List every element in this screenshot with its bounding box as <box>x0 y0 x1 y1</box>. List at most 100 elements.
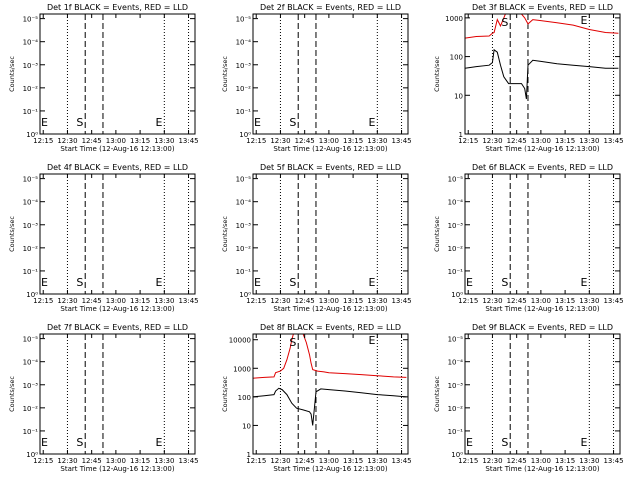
plot-frame <box>464 333 621 455</box>
y-tick-label: 10 <box>454 92 463 100</box>
y-tick-label: 10⁰ <box>239 131 251 139</box>
x-tick-label: 12:15 <box>246 297 266 305</box>
detector-panel: Det 1f BLACK = Events, RED = LLD 12:15 12:… <box>8 3 199 153</box>
y-tick-label: 10⁻³ <box>236 222 252 230</box>
x-tick-label: 13:15 <box>343 137 363 145</box>
detector-panel: Det 6f BLACK = Events, RED = LLD 12:15 12:… <box>433 163 624 313</box>
y-tick-label: 10⁻⁵ <box>23 16 39 24</box>
x-tick-label: 12:45 <box>295 457 315 465</box>
x-tick-label: 13:45 <box>603 297 623 305</box>
y-tick-label: 10⁻² <box>23 245 39 253</box>
y-tick-label: 10⁻⁴ <box>236 39 252 47</box>
x-tick-label: 13:45 <box>603 137 623 145</box>
x-tick-label: 13:00 <box>531 297 551 305</box>
y-tick-label: 10⁻¹ <box>23 268 39 276</box>
events-line <box>252 387 407 426</box>
y-tick-label: 10⁻¹ <box>23 108 39 116</box>
y-tick-label: 10⁻¹ <box>236 268 252 276</box>
x-tick-label: 12:15 <box>246 457 266 465</box>
start-marker: S <box>76 276 83 289</box>
x-tick-label: 12:45 <box>295 137 315 145</box>
y-tick-label: 10⁻² <box>23 405 39 413</box>
x-tick-label: 13:00 <box>319 137 339 145</box>
y-tick-label: 10⁻¹ <box>448 428 464 436</box>
start-marker: S <box>501 276 508 289</box>
y-tick-label: 10⁻³ <box>23 222 39 230</box>
x-axis-label: Start Time (12-Aug-16 12:13:00) <box>485 465 599 473</box>
x-tick-label: 12:45 <box>507 457 527 465</box>
y-tick-label: 1 <box>459 131 463 139</box>
end-marker: E <box>155 116 162 129</box>
panel-title: Det 5f BLACK = Events, RED = LLD <box>260 163 401 172</box>
x-tick-label: 13:15 <box>555 137 575 145</box>
y-tick-label: 10⁻³ <box>448 382 464 390</box>
end-marker: E <box>580 276 587 289</box>
y-tick-label: 10⁻² <box>448 405 464 413</box>
y-axis-label: Counts/sec <box>433 56 441 92</box>
x-axis-label: Start Time (12-Aug-16 12:13:00) <box>273 465 387 473</box>
y-tick-label: 10⁻¹ <box>23 428 39 436</box>
x-tick-label: 13:15 <box>343 457 363 465</box>
detector-panel: Det 3f BLACK = Events, RED = LLD 12:15 12:… <box>433 3 624 153</box>
panel-title: Det 4f BLACK = Events, RED = LLD <box>47 163 188 172</box>
x-axis-label: Start Time (12-Aug-16 12:13:00) <box>485 305 599 313</box>
x-tick-label: 13:30 <box>154 137 174 145</box>
x-tick-label: 12:45 <box>82 457 102 465</box>
start-marker: S <box>501 16 508 29</box>
y-tick-label: 10⁰ <box>26 291 38 299</box>
y-tick-label: 10000 <box>229 337 251 345</box>
x-axis-label: Start Time (12-Aug-16 12:13:00) <box>60 305 174 313</box>
y-tick-label: 100 <box>450 54 463 62</box>
y-tick-label: 100 <box>238 394 251 402</box>
plot-frame <box>39 13 196 135</box>
start-marker: S <box>501 436 508 449</box>
start-marker: S <box>76 436 83 449</box>
x-tick-label: 13:30 <box>154 297 174 305</box>
x-tick-label: 12:45 <box>507 297 527 305</box>
y-axis-label: Counts/sec <box>433 216 441 252</box>
x-axis-label: Start Time (12-Aug-16 12:13:00) <box>485 145 599 153</box>
x-tick-label: 12:45 <box>82 137 102 145</box>
x-tick-label: 12:30 <box>482 297 502 305</box>
y-axis-label: Counts/sec <box>221 376 229 412</box>
panel-title: Det 6f BLACK = Events, RED = LLD <box>472 163 613 172</box>
y-tick-label: 10⁻² <box>448 245 464 253</box>
x-tick-label: 13:45 <box>391 457 411 465</box>
x-tick-label: 12:15 <box>33 297 53 305</box>
x-tick-label: 12:45 <box>507 137 527 145</box>
y-axis-label: Counts/sec <box>221 216 229 252</box>
y-tick-label: 10⁻⁵ <box>448 336 464 344</box>
end-marker: E <box>466 436 473 449</box>
y-tick-label: 10⁻² <box>23 85 39 93</box>
y-tick-label: 10⁻⁵ <box>23 336 39 344</box>
detector-panel: Det 2f BLACK = Events, RED = LLD 12:15 12:… <box>221 3 412 153</box>
x-axis-label: Start Time (12-Aug-16 12:13:00) <box>60 145 174 153</box>
panel-title: Det 2f BLACK = Events, RED = LLD <box>260 3 401 12</box>
x-tick-label: 13:30 <box>367 457 387 465</box>
y-tick-label: 10⁰ <box>26 451 38 459</box>
x-tick-label: 12:30 <box>482 137 502 145</box>
y-tick-label: 10⁰ <box>451 291 463 299</box>
panel-title: Det 9f BLACK = Events, RED = LLD <box>472 323 613 332</box>
x-tick-label: 12:15 <box>33 457 53 465</box>
plot-frame <box>252 13 409 135</box>
x-tick-label: 13:45 <box>178 457 198 465</box>
y-tick-label: 10⁻⁴ <box>23 39 39 47</box>
x-tick-label: 13:15 <box>555 457 575 465</box>
panel-title: Det 7f BLACK = Events, RED = LLD <box>47 323 188 332</box>
start-marker: S <box>289 336 296 349</box>
x-tick-label: 13:45 <box>391 297 411 305</box>
x-tick-label: 13:15 <box>555 297 575 305</box>
end-marker: E <box>254 116 261 129</box>
plot-frame <box>464 13 621 135</box>
x-tick-label: 13:00 <box>319 297 339 305</box>
plot-frame <box>39 173 196 295</box>
y-tick-label: 10⁻⁵ <box>448 176 464 184</box>
panel-title: Det 3f BLACK = Events, RED = LLD <box>472 3 613 12</box>
plot-frame <box>252 173 409 295</box>
end-marker: E <box>580 436 587 449</box>
end-marker: E <box>580 14 587 27</box>
x-tick-label: 13:30 <box>579 457 599 465</box>
end-marker: E <box>368 276 375 289</box>
